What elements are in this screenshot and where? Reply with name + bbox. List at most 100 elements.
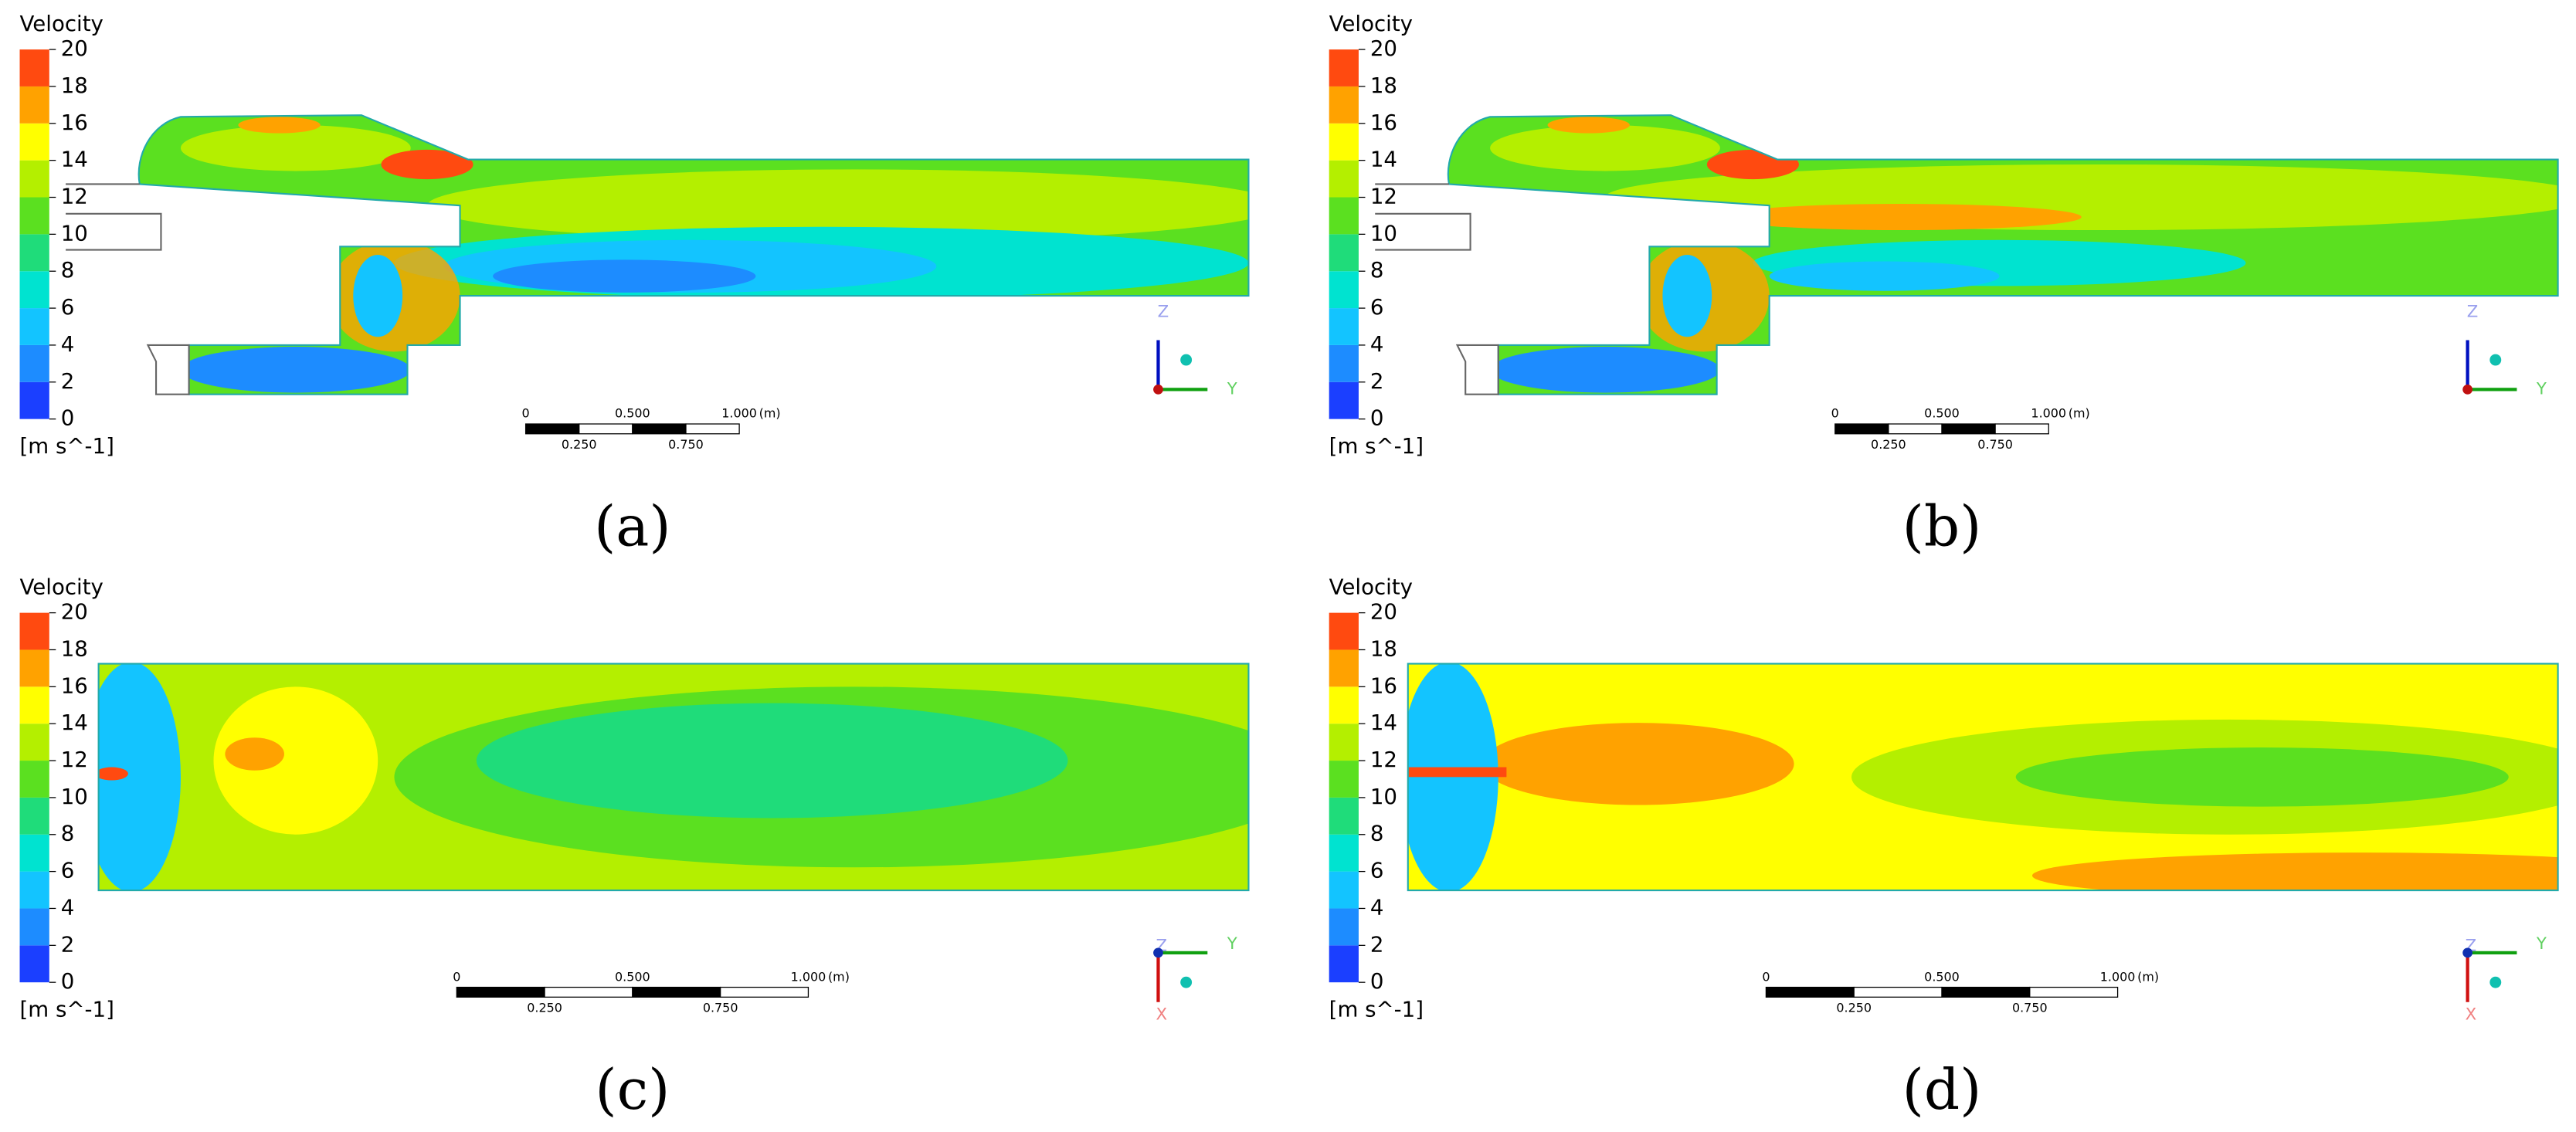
scale-label: 0.750 <box>668 437 704 452</box>
scale-bar-segment <box>2029 986 2119 998</box>
scale-bar-segment <box>1765 986 1855 998</box>
scale-bar-segment <box>632 986 721 998</box>
legend-tick-label: 12 <box>1370 747 1397 772</box>
legend-tick-label: 2 <box>61 368 75 394</box>
scale-label: 0.500 <box>615 406 650 421</box>
legend-band <box>1329 686 1359 724</box>
scale-label: 0 <box>1831 406 1839 421</box>
contour <box>138 115 1249 395</box>
legend-unit: [m s^-1] <box>1329 996 1424 1022</box>
legend-tick-label: 16 <box>1370 673 1397 698</box>
legend-band <box>1329 612 1359 650</box>
axis-label: Y <box>2536 934 2547 954</box>
legend-tick-label: 2 <box>1370 368 1384 394</box>
legend-unit: [m s^-1] <box>20 433 114 459</box>
legend-title: Velocity <box>1329 11 1413 36</box>
caption: (c) <box>595 1058 670 1123</box>
scale-label: 0.250 <box>1871 437 1906 452</box>
legend-title: Velocity <box>1329 574 1413 600</box>
scale-bar-segment <box>456 986 545 998</box>
legend-band <box>1329 344 1359 382</box>
legend-title: Velocity <box>20 11 104 36</box>
legend-band <box>1329 834 1359 872</box>
scale-label: 0 <box>453 969 460 984</box>
scale-label: (m) <box>2069 406 2090 421</box>
view-dot <box>2489 354 2502 366</box>
legend-band <box>1329 123 1359 161</box>
caption: (d) <box>1902 1058 1982 1123</box>
axis-origin <box>2462 947 2473 958</box>
axis-label: Y <box>1227 379 1238 398</box>
duct-outline <box>1407 663 2559 892</box>
legend-tick-label: 14 <box>61 147 88 172</box>
legend-tick-label: 4 <box>61 894 75 920</box>
legend-tick-label: 20 <box>1370 36 1397 61</box>
axis-label: Z <box>1158 302 1169 321</box>
scale-bar-segment <box>544 986 633 998</box>
scale-bar-segment <box>1888 423 1943 435</box>
scale-bar-segment <box>524 423 580 435</box>
legend-band <box>19 381 49 419</box>
legend-band <box>1329 381 1359 419</box>
legend-tick-label: 6 <box>1370 294 1384 320</box>
inlet-outline <box>1375 183 1499 395</box>
view-dot <box>1180 354 1193 366</box>
legend-band <box>19 871 49 909</box>
scale-label: 0.250 <box>1836 1001 1872 1015</box>
axis-label: Y <box>1227 934 1238 954</box>
scale-label: 0.750 <box>703 1001 738 1015</box>
legend-tick-label: 14 <box>1370 710 1397 735</box>
legend-tick-label: 4 <box>1370 331 1384 357</box>
legend-band <box>19 834 49 872</box>
caption: (a) <box>594 494 671 559</box>
scale-label: 1.000 <box>721 406 757 421</box>
legend-band <box>19 160 49 198</box>
legend-band <box>19 649 49 687</box>
legend-band <box>1329 308 1359 345</box>
legend-band <box>19 123 49 161</box>
legend-title: Velocity <box>20 574 104 600</box>
legend-tick-label: 16 <box>61 673 88 698</box>
legend-tick-label: 10 <box>61 220 88 246</box>
legend-tick-label: 16 <box>1370 110 1397 135</box>
scale-label: 1.000 <box>2100 969 2136 984</box>
legend-tick-label: 6 <box>61 294 75 320</box>
legend-tick-label: 20 <box>61 36 88 61</box>
scale-bar-segment <box>1853 986 1943 998</box>
scale-label: 0 <box>1762 969 1770 984</box>
legend-tick-label: 2 <box>61 931 75 957</box>
scale-label: (m) <box>2137 969 2159 984</box>
scale-label: 1.000 <box>2031 406 2066 421</box>
legend-tick-label: 6 <box>1370 858 1384 883</box>
scale-label: (m) <box>828 969 850 984</box>
caption: (b) <box>1902 494 1982 559</box>
legend-tick-label: 6 <box>61 858 75 883</box>
scale-label: 0.500 <box>1924 969 1960 984</box>
legend-tick-label: 16 <box>61 110 88 135</box>
legend-tick-label: 20 <box>1370 599 1397 625</box>
legend-band <box>1329 871 1359 909</box>
contour <box>1448 115 2558 395</box>
scale-label: 0.250 <box>562 437 597 452</box>
legend-tick-label: 0 <box>61 405 75 431</box>
legend-tick-label: 20 <box>61 599 88 625</box>
legend-band <box>19 197 49 235</box>
legend-tick-label: 8 <box>1370 257 1384 283</box>
legend-tick-label: 18 <box>61 635 88 661</box>
scale-label: 0.750 <box>1977 437 2013 452</box>
legend-band <box>19 724 49 761</box>
legend-band <box>1329 797 1359 835</box>
legend-tick-label: 2 <box>1370 931 1384 957</box>
scale-label: 1.000 <box>791 969 826 984</box>
scale-bar-segment <box>720 986 809 998</box>
scale-bar-segment <box>685 423 740 435</box>
legend-band <box>19 945 49 983</box>
legend-tick-label: 0 <box>1370 968 1384 994</box>
axis-label: X <box>2466 1005 2477 1025</box>
legend-tick-label: 10 <box>1370 220 1397 246</box>
scale-bar-segment <box>1941 423 1996 435</box>
legend-tick-label: 4 <box>61 331 75 357</box>
legend-band <box>1329 234 1359 272</box>
